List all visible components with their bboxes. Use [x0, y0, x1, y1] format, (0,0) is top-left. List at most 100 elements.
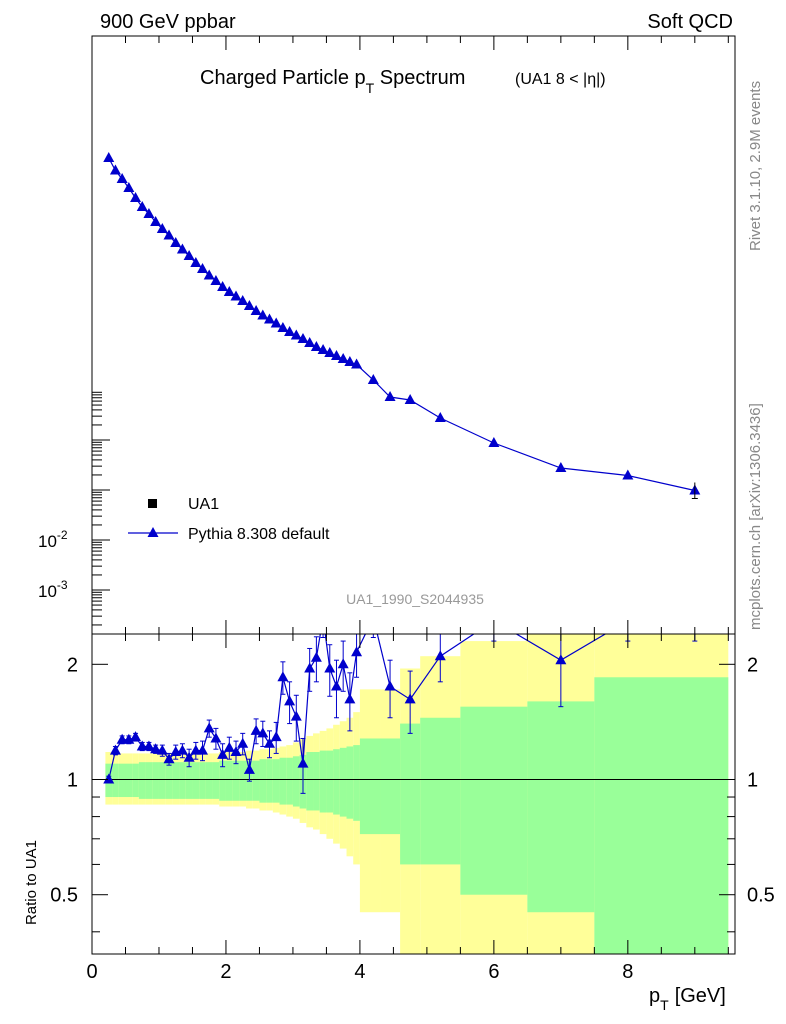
ratio-x-ticks: 0 2 4 6 8: [86, 634, 729, 983]
main-data-point: [223, 286, 235, 296]
ratio-data-point: [176, 744, 188, 755]
green-band-bin: [259, 759, 267, 803]
main-data-point: [130, 192, 142, 202]
ratio-data-point: [351, 646, 363, 657]
main-data-point: [250, 305, 262, 315]
green-band-bin: [205, 762, 213, 799]
x-axis-label: pT [GeV]: [649, 985, 726, 1013]
main-data-point: [190, 257, 202, 267]
ratio-panel: 0.5 0.5 1 1 2 2 0 2 4 6 8 Ratio to UA1 pT [GeV]: [23, 633, 775, 1013]
ratio-data-point: [237, 737, 249, 748]
ratio-data-point: [404, 693, 416, 704]
ratio-data-point: [324, 662, 336, 673]
green-band-bin: [333, 749, 340, 815]
main-data-point: [290, 329, 302, 340]
main-data-point: [284, 326, 296, 336]
ratio-series-group: [103, 634, 698, 794]
main-data-point: [143, 208, 155, 218]
green-band-bin: [319, 750, 327, 813]
main-data-point: [367, 374, 379, 384]
green-band-bin: [266, 759, 273, 803]
legend-marker-pythia: [147, 527, 159, 537]
main-data-point: [176, 243, 188, 254]
ratio-data-point: [109, 744, 121, 755]
green-band-bin: [339, 747, 347, 817]
green-band-bin: [460, 706, 528, 895]
main-panel: Charged Particle pT Spectrum (UA1 8 < |η…: [38, 35, 736, 635]
y-tick-base-1: 10: [38, 532, 57, 551]
ratio-data-point: [250, 724, 262, 735]
ratio-y-axis-label: Ratio to UA1: [23, 840, 40, 925]
main-data-point: [277, 322, 289, 332]
ratio-data-point: [143, 740, 155, 751]
side-label-bottom: mcplots.cern.ch [arXiv:1306.3436]: [747, 403, 764, 630]
ratio-data-point: [123, 733, 135, 744]
title-main: Charged Particle p: [200, 67, 366, 89]
green-band-bin: [219, 760, 226, 801]
ratio-data-point: [277, 671, 289, 682]
legend: UA1 Pythia 8.308 default: [128, 496, 330, 543]
ratio-y-tick-label-right: 0.5: [747, 885, 775, 907]
x-axis-label-main: p: [649, 985, 660, 1007]
main-data-point: [109, 164, 121, 175]
header-left: 900 GeV ppbar: [100, 11, 236, 33]
side-label-top: Rivet 3.1.10, 2.9M events: [747, 81, 764, 251]
green-band-bin: [158, 762, 166, 799]
green-band-bin: [192, 762, 200, 799]
green-band-bin: [225, 760, 233, 801]
main-data-point: [156, 223, 168, 233]
green-band-bin: [172, 762, 180, 799]
y-tick-base-2: 10: [38, 582, 57, 601]
legend-label-pythia: Pythia 8.308 default: [188, 526, 330, 543]
main-data-point: [116, 173, 128, 183]
ratio-data-point: [156, 744, 168, 755]
ratio-data-point: [230, 746, 242, 757]
main-data-point: [197, 263, 209, 273]
header-right: Soft QCD: [647, 11, 733, 33]
main-data-point: [344, 356, 356, 366]
ratio-data-point: [384, 680, 396, 691]
green-band-bin: [306, 752, 314, 811]
green-band-bin: [279, 757, 287, 805]
main-data-point: [488, 437, 500, 447]
main-series-line: [108, 157, 695, 492]
ratio-data-point: [183, 751, 195, 762]
main-data-point: [150, 216, 162, 226]
main-data-point: [163, 229, 175, 240]
green-band-bin: [165, 762, 173, 799]
green-band-bin: [400, 723, 421, 865]
green-band-bin: [125, 763, 133, 798]
title-cut: (UA1 8 < |η|): [515, 71, 606, 88]
ratio-y-tick-label-right: 1: [747, 770, 758, 792]
main-data-point: [337, 353, 349, 363]
main-data-point: [217, 281, 229, 291]
main-data-point: [404, 394, 416, 404]
main-data-point: [123, 182, 135, 192]
ratio-data-point: [434, 650, 446, 661]
main-data-point: [330, 350, 342, 360]
ratio-data-point: [130, 731, 142, 742]
ratio-x-tick-label: 4: [354, 961, 365, 983]
main-data-point: [103, 152, 115, 162]
main-data-point: [203, 269, 215, 280]
ratio-data-point: [197, 744, 209, 755]
main-data-point: [257, 309, 269, 320]
ratio-series-pythia: [103, 634, 698, 794]
main-data-point: [351, 358, 363, 369]
green-band-bin: [138, 762, 146, 799]
main-data-point: [136, 201, 148, 211]
ratio-data-point: [304, 662, 316, 673]
ratio-x-tick-label: 6: [488, 961, 499, 983]
green-band-bin: [292, 756, 300, 807]
green-band-bin: [252, 760, 260, 801]
ratio-y-tick-label: 1: [67, 770, 78, 792]
green-band-bin: [286, 757, 293, 805]
ratio-data-point: [243, 763, 255, 774]
green-band-bin: [179, 762, 186, 799]
y-tick-label-1e-2: 10-2: [38, 528, 68, 551]
uncertainty-bands: [105, 634, 729, 954]
ratio-data-point: [263, 737, 275, 748]
main-data-point: [310, 341, 322, 351]
green-band-bin: [359, 738, 381, 835]
